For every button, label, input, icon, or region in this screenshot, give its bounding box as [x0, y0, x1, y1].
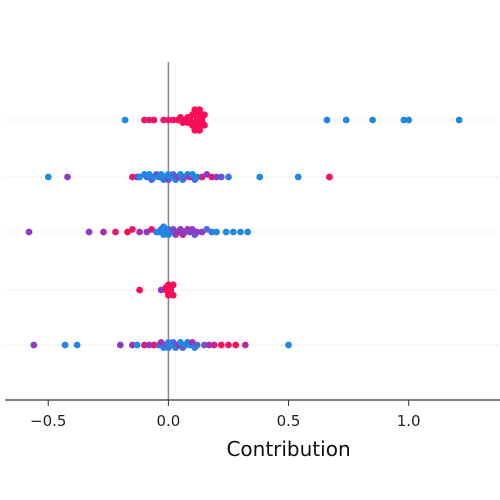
point-row5-32: [225, 341, 232, 349]
point-row1-30: [196, 106, 204, 113]
point-row5-6: [133, 341, 141, 349]
x-tick-label-3: 0.5: [277, 412, 301, 430]
x-axis-ticks: −0.5 0.0 0.5 1.0: [30, 400, 421, 430]
point-row2-33: [213, 173, 220, 181]
point-row4-11: [169, 281, 177, 289]
point-row3-33: [213, 228, 220, 236]
point-row5-1: [30, 341, 38, 349]
point-row3-36: [237, 228, 244, 236]
point-row2-38: [326, 173, 333, 181]
point-row3-35: [229, 228, 237, 236]
point-row4-1: [136, 286, 144, 294]
point-row1-40: [400, 116, 408, 124]
point-row1-3: [145, 116, 153, 124]
point-row4-12: [169, 291, 177, 299]
point-row2-3: [129, 173, 136, 181]
point-row1-5: [160, 116, 168, 124]
point-row3-2: [85, 228, 93, 236]
point-row5-34: [241, 341, 249, 349]
point-row2-37: [294, 173, 302, 181]
x-tick-label-2: 0.0: [156, 412, 180, 430]
point-row3-7: [136, 228, 144, 236]
point-row3-6: [129, 226, 136, 233]
point-row2-29: [193, 173, 201, 181]
point-row1-4: [150, 116, 158, 124]
point-row3-32: [208, 228, 216, 236]
x-tick-label-1: −0.5: [30, 412, 66, 430]
x-tick-label-4: 1.0: [397, 412, 421, 430]
point-row5-30: [210, 341, 218, 349]
data-points: [25, 106, 463, 351]
point-row5-3: [73, 341, 81, 349]
point-row2-2: [64, 173, 71, 181]
point-row5-29: [205, 341, 213, 349]
point-row3-4: [112, 228, 119, 236]
row-gridlines: [5, 119, 500, 346]
point-row5-5: [129, 341, 136, 349]
x-axis-title: Contribution: [226, 437, 350, 461]
point-row1-35: [201, 111, 208, 119]
point-row5-4: [116, 341, 124, 349]
point-row1-42: [455, 116, 463, 124]
point-row5-2: [61, 341, 69, 349]
point-row3-1: [25, 228, 33, 236]
point-row1-36: [201, 121, 208, 129]
point-row1-37: [323, 116, 331, 124]
point-row3-37: [244, 228, 252, 236]
point-row5-31: [217, 341, 225, 349]
point-row1-38: [342, 116, 350, 124]
point-row3-3: [100, 228, 107, 236]
point-row3-29: [193, 228, 201, 236]
point-row1-7: [169, 116, 177, 124]
point-row3-34: [222, 228, 230, 236]
point-row5-8: [145, 341, 153, 349]
point-row5-33: [232, 341, 240, 349]
point-row2-1: [44, 173, 52, 181]
point-row2-35: [225, 173, 232, 181]
point-row1-39: [369, 116, 376, 124]
point-row2-36: [256, 173, 264, 181]
point-row1-41: [405, 116, 413, 124]
point-row1-2: [141, 116, 148, 124]
point-row5-9: [150, 341, 158, 349]
point-row1-1: [121, 116, 129, 124]
point-row5-35: [285, 341, 292, 349]
point-row5-28: [201, 341, 208, 349]
point-row2-34: [217, 173, 225, 181]
point-row1-31: [196, 126, 204, 134]
point-row2-32: [208, 173, 216, 181]
point-row5-7: [141, 341, 148, 349]
point-row5-27: [193, 341, 201, 349]
point-row1-6: [165, 116, 172, 124]
